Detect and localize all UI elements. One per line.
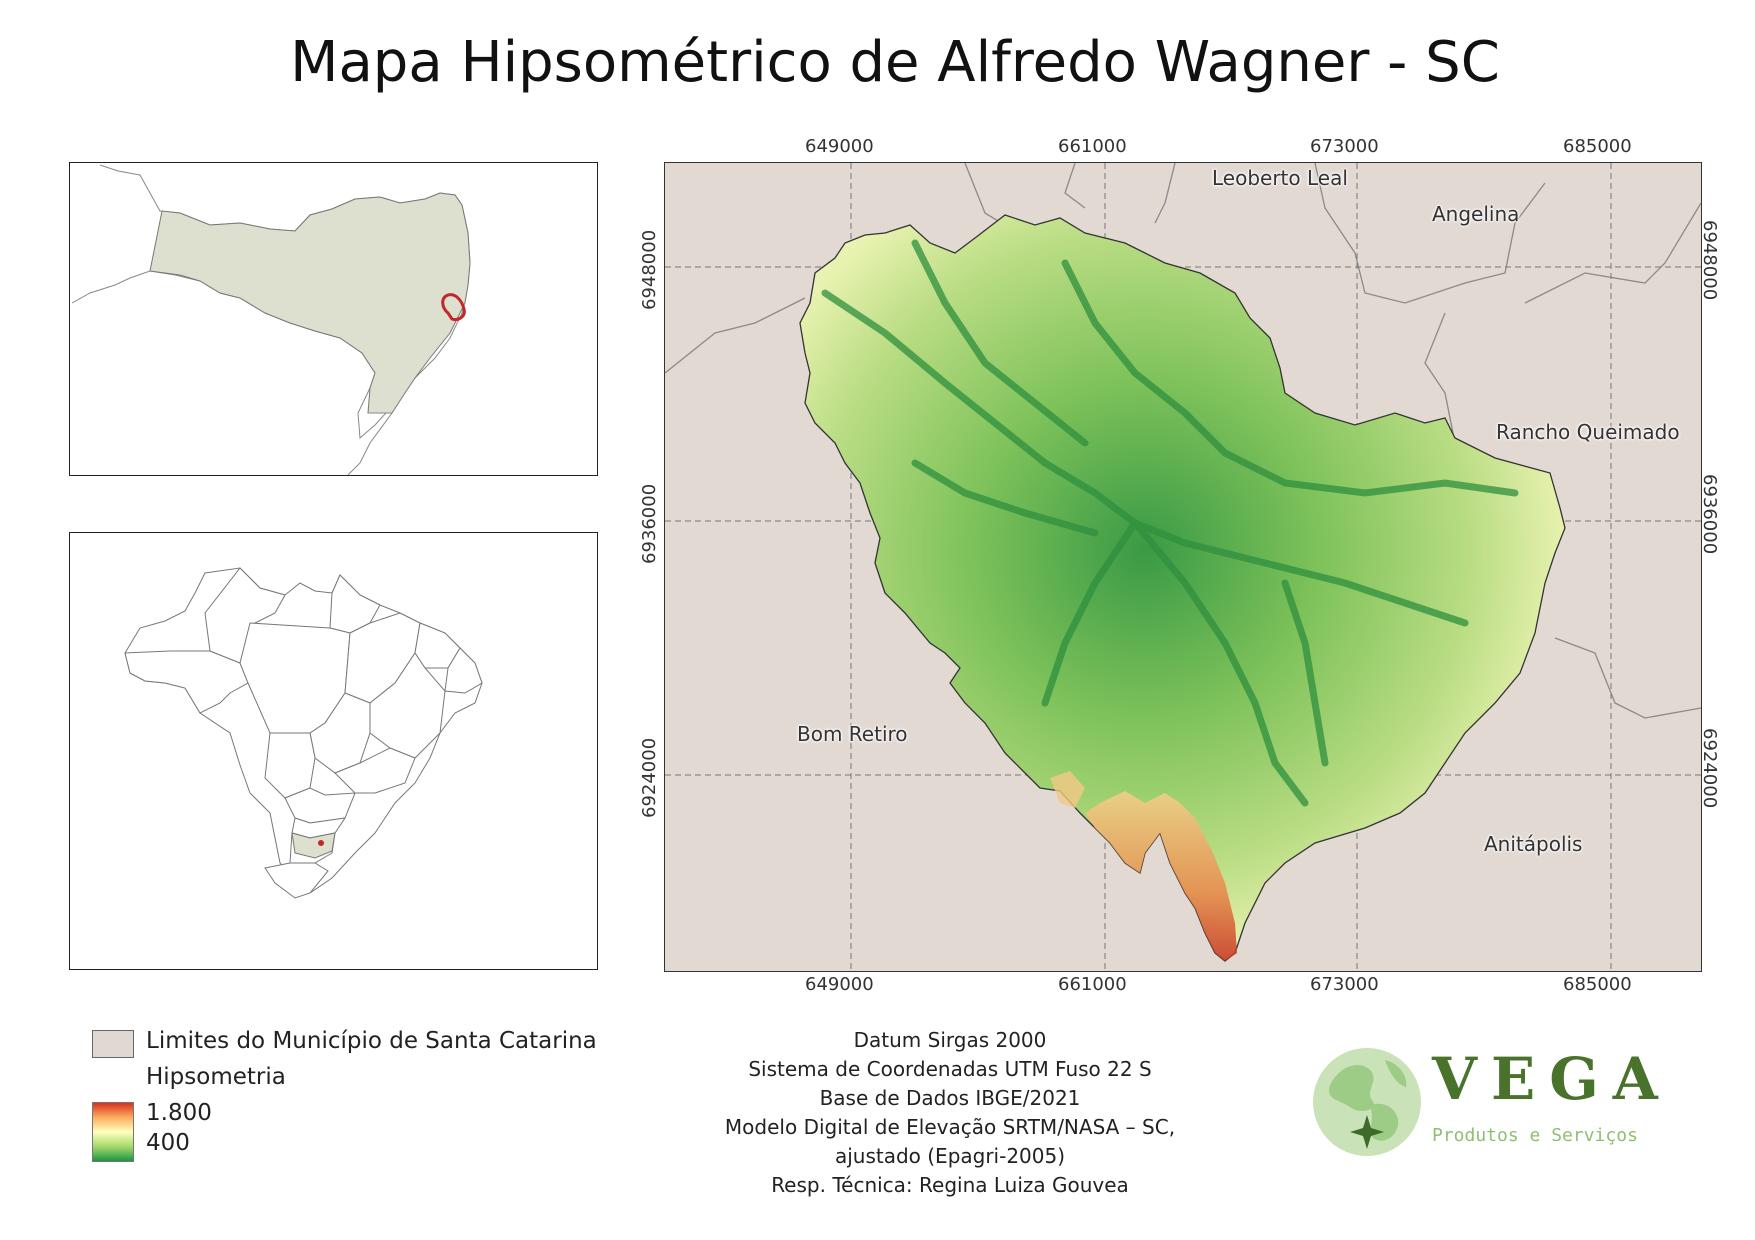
legend-municipality-label: Limites do Município de Santa Catarina [146, 1028, 597, 1054]
credit-datum: Datum Sirgas 2000 [853, 1028, 1047, 1052]
place-angelina: Angelina [1432, 202, 1520, 226]
legend-hypsometry-label: Hipsometria [146, 1064, 286, 1090]
alfredo-wagner-location [318, 840, 324, 846]
legend-max-label: 1.800 [146, 1100, 212, 1126]
y-tick-left-3: 6924000 [639, 737, 660, 818]
high-elevation-zone [1085, 791, 1237, 961]
map-title: Mapa Hipsométrico de Alfredo Wagner - SC [290, 30, 1500, 95]
x-tick-bottom-4: 685000 [1563, 974, 1632, 995]
inset-santa-catarina [69, 162, 598, 476]
municipality-swatch [92, 1030, 134, 1058]
y-tick-right-2: 6936000 [1699, 474, 1720, 555]
globe-icon [1313, 1048, 1421, 1156]
map-credits: Datum Sirgas 2000 Sistema de Coordenadas… [680, 1026, 1220, 1200]
place-anitapolis: Anitápolis [1484, 832, 1583, 856]
y-tick-left-2: 6936000 [639, 483, 660, 564]
credit-dem-adjustment: ajustado (Epagri-2005) [834, 1144, 1066, 1168]
credit-author: Resp. Técnica: Regina Luiza Gouvea [771, 1173, 1129, 1197]
x-tick-bottom-2: 661000 [1058, 974, 1127, 995]
y-tick-right-1: 6948000 [1699, 220, 1720, 301]
credit-coordinate-system: Sistema de Coordenadas UTM Fuso 22 S [748, 1057, 1152, 1081]
hypsometric-map [665, 163, 1701, 971]
place-rancho-queimado: Rancho Queimado [1496, 420, 1680, 444]
inset-brazil [69, 532, 598, 970]
vega-logo: VEGA Produtos e Serviços [1310, 1045, 1658, 1165]
x-tick-top-1: 649000 [805, 136, 874, 157]
x-tick-bottom-3: 673000 [1310, 974, 1379, 995]
y-tick-right-3: 6924000 [1699, 728, 1720, 809]
main-map [664, 162, 1702, 972]
y-tick-left-1: 6948000 [639, 229, 660, 310]
credit-data-source: Base de Dados IBGE/2021 [819, 1086, 1081, 1110]
x-tick-bottom-1: 649000 [805, 974, 874, 995]
logo-name: VEGA [1432, 1045, 1672, 1113]
santa-catarina-map [71, 164, 471, 475]
credit-dem: Modelo Digital de Elevação SRTM/NASA – S… [724, 1115, 1176, 1139]
elevation-color-ramp [92, 1102, 134, 1162]
legend-min-label: 400 [146, 1130, 190, 1156]
place-bom-retiro: Bom Retiro [797, 722, 908, 746]
brazil-map [124, 567, 483, 899]
x-tick-top-4: 685000 [1563, 136, 1632, 157]
logo-subtitle: Produtos e Serviços [1432, 1125, 1638, 1146]
x-tick-top-3: 673000 [1310, 136, 1379, 157]
alfredo-wagner-marker [441, 293, 466, 321]
place-leoberto-leal: Leoberto Leal [1212, 166, 1348, 190]
x-tick-top-2: 661000 [1058, 136, 1127, 157]
